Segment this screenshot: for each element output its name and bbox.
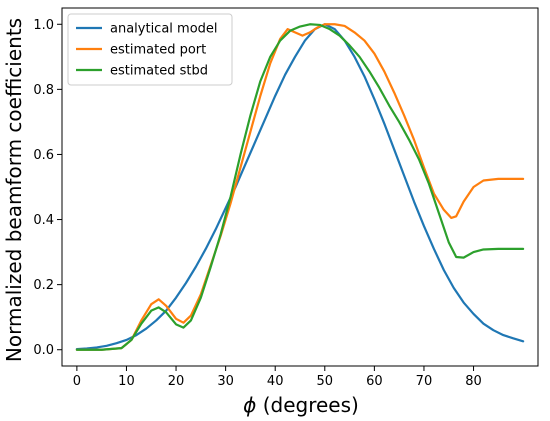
legend: analytical model estimated port estimated …: [67, 13, 233, 86]
x-tick-label: 30: [217, 374, 234, 389]
x-tick-label: 80: [465, 374, 482, 389]
y-tick-label: 0.2: [33, 278, 54, 293]
plot-border: [61, 7, 539, 367]
x-axis-label-suffix: (degrees): [256, 393, 358, 417]
x-tick-label: 70: [416, 374, 433, 389]
y-axis-label: Normalized beamform coefficients: [2, 18, 26, 362]
axes-frame: [61, 7, 539, 367]
legend-box: [67, 13, 233, 86]
series-line-1: [75, 23, 525, 351]
x-tick-label: 20: [168, 374, 185, 389]
x-axis-ticks: 0 10 20 30 40 50 60 70 80: [73, 366, 482, 389]
x-tick-label: 40: [267, 374, 284, 389]
legend-label-2: estimated port: [110, 43, 206, 58]
y-tick-label: 0.0: [33, 343, 54, 358]
legend-label-3: estimated stbd: [110, 64, 208, 79]
x-tick-label: 10: [118, 374, 135, 389]
y-tick-label: 0.6: [33, 148, 54, 163]
y-axis-ticks: 0.0 0.2 0.4 0.6 0.8 1.0: [33, 18, 62, 358]
series-line-2: [75, 23, 525, 351]
x-tick-label: 50: [317, 374, 334, 389]
x-tick-label: 60: [366, 374, 383, 389]
legend-label-1: analytical model: [110, 22, 218, 37]
y-tick-label: 0.8: [33, 83, 54, 98]
y-tick-label: 0.4: [33, 213, 54, 228]
series-line-3: [75, 23, 525, 351]
x-axis-label: ϕ (degrees): [243, 393, 359, 417]
x-axis-label-symbol: ϕ: [243, 393, 256, 417]
y-tick-label: 1.0: [33, 18, 54, 33]
x-tick-label: 0: [73, 374, 81, 389]
series-layer: [75, 23, 525, 351]
